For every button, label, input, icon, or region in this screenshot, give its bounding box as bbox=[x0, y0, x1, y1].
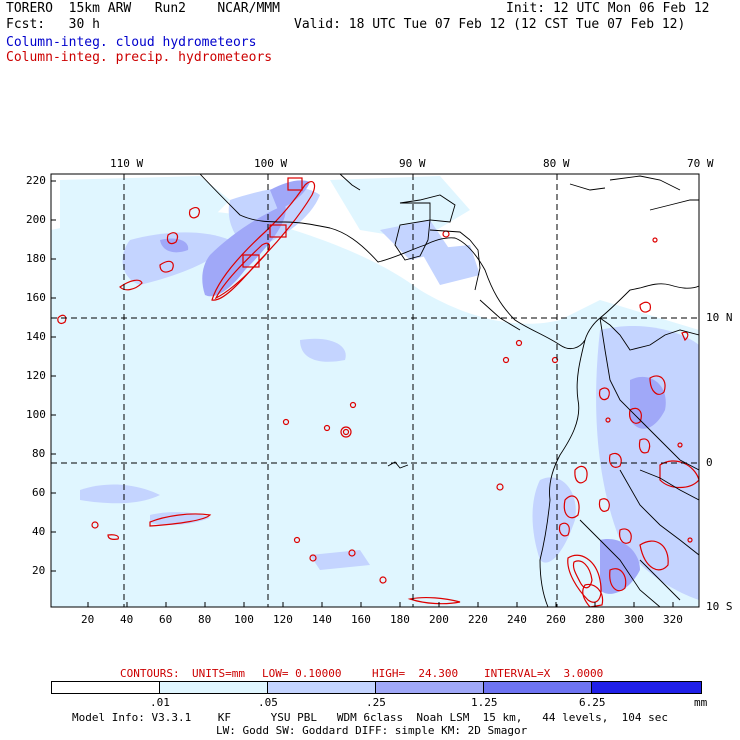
x-tick: 40 bbox=[120, 613, 134, 626]
contours-interval: INTERVAL=X 3.0000 bbox=[484, 667, 604, 680]
legend-cloud-label: Column-integ. cloud hydrometeors bbox=[6, 35, 257, 50]
colorbar-label: 1.25 bbox=[471, 696, 498, 709]
colorbar-swatch bbox=[267, 681, 376, 694]
axis-ticks bbox=[51, 180, 674, 607]
x-tick: 160 bbox=[351, 613, 371, 626]
lat-lon-grid bbox=[51, 174, 699, 607]
forecast-hour: Fcst: 30 h bbox=[6, 17, 100, 32]
x-tick: 140 bbox=[312, 613, 332, 626]
x-tick: 120 bbox=[273, 613, 293, 626]
y-tick: 220 bbox=[26, 174, 46, 187]
x-tick: 20 bbox=[81, 613, 95, 626]
y-tick: 100 bbox=[26, 408, 46, 421]
y-tick: 20 bbox=[32, 564, 46, 577]
y-tick: 120 bbox=[26, 369, 46, 382]
x-tick: 280 bbox=[585, 613, 605, 626]
colorbar-label: .05 bbox=[258, 696, 278, 709]
x-tick: 180 bbox=[390, 613, 410, 626]
x-tick: 80 bbox=[198, 613, 212, 626]
coastlines bbox=[199, 174, 699, 607]
colorbar-swatch bbox=[51, 681, 160, 694]
lon-label-80w: 80 W bbox=[543, 157, 570, 170]
lon-label-90w: 90 W bbox=[399, 157, 426, 170]
y-tick: 160 bbox=[26, 291, 46, 304]
lon-label-70w: 70 W bbox=[687, 157, 714, 170]
colorbar-swatch bbox=[375, 681, 484, 694]
y-tick: 80 bbox=[32, 447, 46, 460]
contours-label: CONTOURS: bbox=[120, 667, 180, 680]
physics-info: LW: Godd SW: Goddard DIFF: simple KM: 2D… bbox=[216, 724, 528, 737]
valid-time: Valid: 18 UTC Tue 07 Feb 12 (12 CST Tue … bbox=[294, 17, 686, 32]
colorbar-label: .25 bbox=[366, 696, 386, 709]
lon-label-100w: 100 W bbox=[254, 157, 288, 170]
colorbar-label: 6.25 bbox=[579, 696, 606, 709]
lat-label-0: 0 bbox=[706, 456, 713, 469]
x-tick: 320 bbox=[663, 613, 683, 626]
init-time: Init: 12 UTC Mon 06 Feb 12 bbox=[506, 1, 710, 16]
legend-precip-label: Column-integ. precip. hydrometeors bbox=[6, 50, 273, 65]
model-title: TORERO 15km ARW Run2 NCAR/MMM bbox=[6, 1, 280, 16]
colorbar-label: .01 bbox=[150, 696, 170, 709]
contours-high: HIGH= 24.300 bbox=[372, 667, 459, 680]
lon-label-110w: 110 W bbox=[110, 157, 144, 170]
x-tick: 260 bbox=[546, 613, 566, 626]
colorbar bbox=[51, 681, 703, 694]
colorbar-unit: mm bbox=[694, 696, 708, 709]
x-tick: 100 bbox=[234, 613, 254, 626]
y-tick: 140 bbox=[26, 330, 46, 343]
lat-label-10n: 10 N bbox=[706, 311, 733, 324]
contours-low: LOW= 0.10000 bbox=[262, 667, 342, 680]
colorbar-swatch bbox=[483, 681, 592, 694]
contours-units: UNITS=mm bbox=[192, 667, 245, 680]
x-tick: 220 bbox=[468, 613, 488, 626]
y-tick: 40 bbox=[32, 525, 46, 538]
x-tick: 60 bbox=[159, 613, 173, 626]
lat-label-10s: 10 S bbox=[706, 600, 733, 613]
y-tick: 200 bbox=[26, 213, 46, 226]
model-info: Model Info: V3.3.1 KF YSU PBL WDM 6class… bbox=[72, 711, 669, 724]
colorbar-swatch bbox=[159, 681, 268, 694]
plot-frame bbox=[50, 173, 700, 608]
cloud-field-medium bbox=[80, 187, 699, 600]
colorbar-swatch bbox=[591, 681, 702, 694]
x-tick: 240 bbox=[507, 613, 527, 626]
y-tick: 180 bbox=[26, 252, 46, 265]
x-tick: 300 bbox=[624, 613, 644, 626]
y-tick: 60 bbox=[32, 486, 46, 499]
x-tick: 200 bbox=[429, 613, 449, 626]
